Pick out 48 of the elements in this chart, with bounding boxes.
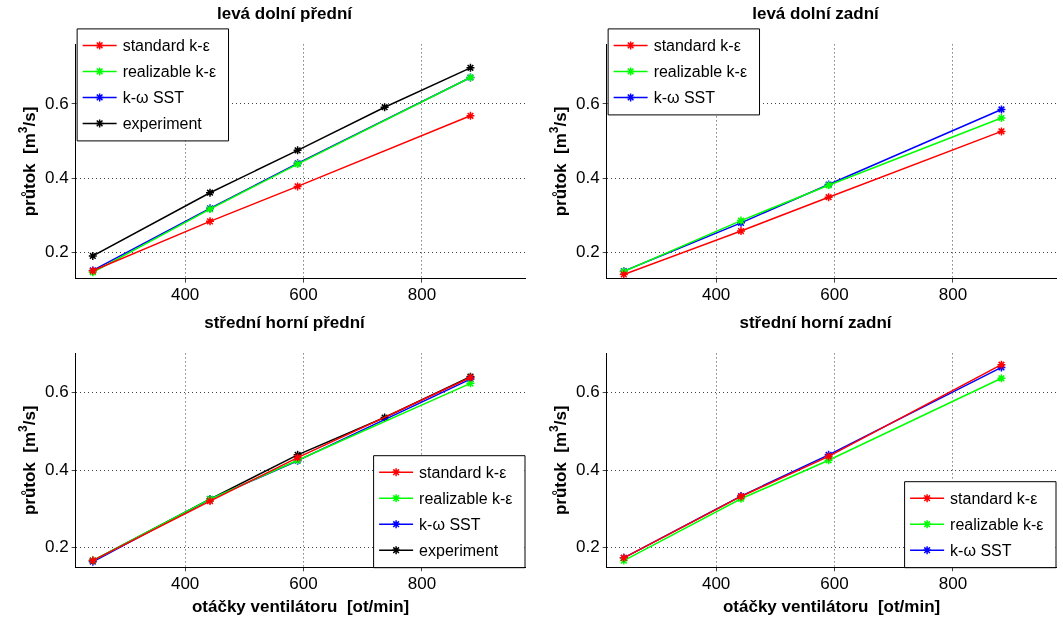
x-tick-label: 400 <box>170 285 200 305</box>
x-tick-label: 400 <box>170 574 200 594</box>
legend-label: realizable k-ε <box>419 489 513 507</box>
y-axis-title: průtok [m3/s] <box>15 405 39 516</box>
x-tick-label: 600 <box>289 285 318 305</box>
chart-title: střední horní zadní <box>739 312 893 332</box>
chart-title: levá dolní zadní <box>752 3 881 23</box>
legend-label: standard k-ε <box>950 489 1038 507</box>
y-tick-label: 0.6 <box>44 93 69 113</box>
x-tick-label: 800 <box>407 574 437 594</box>
legend-label: realizable k-ε <box>950 515 1044 533</box>
legend-label: standard k-ε <box>653 36 741 54</box>
x-tick-label: 400 <box>701 574 731 594</box>
y-tick-label: 0.4 <box>44 167 69 187</box>
legend-label: experiment <box>122 114 203 132</box>
legend-label: standard k-ε <box>419 463 507 481</box>
y-tick-label: 0.4 <box>575 459 600 479</box>
x-tick-label: 800 <box>938 285 968 305</box>
x-tick-label: 400 <box>701 285 731 305</box>
y-tick-label: 0.2 <box>44 537 69 557</box>
legend-label: standard k-ε <box>122 36 210 54</box>
x-tick-label: 600 <box>820 574 849 594</box>
legend-label: k-ω SST <box>950 541 1012 559</box>
x-tick-label: 800 <box>407 285 437 305</box>
legend-label: realizable k-ε <box>122 62 217 80</box>
y-tick-label: 0.6 <box>44 381 69 401</box>
legend-label: k-ω SST <box>122 88 185 106</box>
y-tick-label: 0.6 <box>575 93 600 113</box>
y-tick-label: 0.6 <box>575 381 600 401</box>
legend-label: k-ω SST <box>419 515 481 533</box>
chart-title: levá dolní přední <box>216 3 354 23</box>
x-tick-label: 800 <box>938 574 968 594</box>
legend-label: experiment <box>419 541 499 559</box>
y-tick-label: 0.2 <box>575 242 600 262</box>
x-tick-label: 600 <box>820 285 849 305</box>
legend-label: realizable k-ε <box>653 62 748 80</box>
x-axis-title: otáčky ventilátoru [ot/min] <box>722 597 941 617</box>
y-tick-label: 0.4 <box>575 167 600 187</box>
y-axis-title: průtok [m3/s] <box>546 405 570 516</box>
y-tick-label: 0.2 <box>575 537 600 557</box>
chart-title: střední horní přední <box>204 312 367 332</box>
x-axis-title: otáčky ventilátoru [ot/min] <box>191 597 410 617</box>
legend-label: k-ω SST <box>653 88 716 106</box>
x-tick-label: 600 <box>289 574 318 594</box>
y-axis-title: průtok [m3/s] <box>546 106 570 217</box>
y-tick-label: 0.2 <box>44 242 69 262</box>
y-tick-label: 0.4 <box>44 459 69 479</box>
y-axis-title: průtok [m3/s] <box>15 106 39 217</box>
